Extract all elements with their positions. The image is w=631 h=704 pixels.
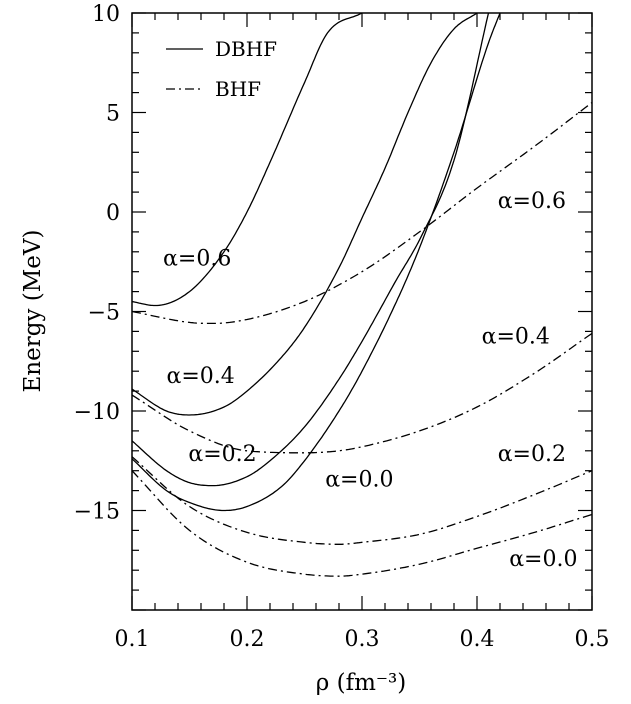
labels-layer: 0.1 0.2 0.3 0.4 0.5 10 5 0 −5 −10 −15 α=0.6 α=0.4 α=0…	[74, 2, 610, 652]
legend-dbhf-label: DBHF	[215, 37, 277, 61]
series-dbhf-alpha-0-0	[132, 13, 501, 512]
series-dbhf-alpha-0-4	[132, 13, 478, 416]
series-bhf-alpha-0-6	[132, 101, 592, 325]
y-tick-label: −10	[74, 400, 120, 425]
curve-label: α=0.4	[167, 364, 235, 389]
series-bhf-alpha-0-4	[132, 332, 592, 454]
x-tick-label: 0.5	[575, 627, 610, 652]
series-dbhf-alpha-0-6	[132, 13, 363, 307]
x-tick-label: 0.1	[115, 627, 150, 652]
ticks-layer	[131, 12, 593, 611]
x-tick-label: 0.3	[345, 627, 380, 652]
series-dbhf-alpha-0-2	[132, 13, 490, 487]
curve-label: α=0.4	[482, 324, 550, 349]
y-tick-label: 10	[92, 2, 120, 27]
curves-layer	[132, 13, 592, 577]
curve-label: α=0.6	[163, 247, 231, 272]
curve-label: α=0.2	[498, 442, 566, 467]
series-bhf-alpha-0-2	[132, 456, 592, 545]
series-bhf-alpha-0-0	[132, 470, 592, 577]
curve-label: α=0.0	[325, 468, 393, 493]
curve-label: α=0.0	[509, 547, 577, 572]
curve-label: α=0.6	[498, 189, 566, 214]
y-tick-label: −5	[88, 301, 120, 326]
x-axis-title: ρ (fm⁻³)	[316, 670, 406, 696]
plot-frame	[131, 12, 593, 611]
legend-bhf-label: BHF	[215, 77, 261, 101]
x-tick-label: 0.4	[460, 627, 495, 652]
y-tick-label: −15	[74, 500, 120, 525]
y-tick-label: 5	[106, 102, 120, 127]
legend: DBHF BHF	[166, 37, 277, 101]
y-tick-label: 0	[106, 201, 120, 226]
x-tick-label: 0.2	[230, 627, 265, 652]
y-axis-title: Energy (MeV)	[20, 230, 46, 393]
curve-label: α=0.2	[188, 442, 256, 467]
